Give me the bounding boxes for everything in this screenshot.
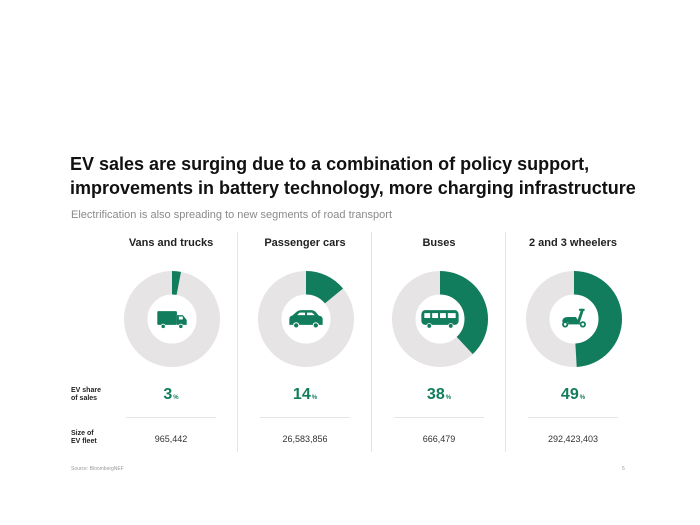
slide-title: EV sales are surging due to a combinatio… [70,152,670,200]
ev-fleet-size: 26,583,856 [282,434,328,444]
panel-divider [237,232,238,452]
donut-chart-buses [391,270,489,368]
share-number: 14 [292,386,311,403]
scooter-icon [562,308,586,328]
panel-label: Vans and trucks [128,237,214,249]
row-label-fleet-size: Size of EV fleet [71,430,97,446]
panel-label: 2 and 3 wheelers [528,237,618,249]
donut-chart-passenger-cars [257,270,355,368]
ev-share-value: 38% [372,386,506,404]
row-divider [394,417,484,418]
row-label-ev-share: EV share of sales [71,387,101,403]
row-label-fleet-size-line-1: Size of [71,430,94,437]
donut-chart-2-and-3-wheelers [525,270,623,368]
panel-label: Buses [422,237,456,249]
slide-subtitle: Electrification is also spreading to new… [71,209,392,221]
ev-fleet-size: 965,442 [154,434,188,444]
ev-fleet-size: 666,479 [422,434,456,444]
donut-chart-vans-and-trucks [123,270,221,368]
ev-share-value: 3% [104,386,238,404]
title-line-1: EV sales are surging due to a combinatio… [70,154,590,174]
share-unit: % [173,395,179,401]
ev-share-value: 14% [238,386,372,404]
panel-label: Passenger cars [264,237,346,249]
share-number: 3 [163,386,173,403]
bus-icon [421,310,459,329]
car-icon [289,310,323,329]
ev-fleet-size: 292,423,403 [547,434,599,444]
donut-segment [257,270,355,368]
donut-segment [525,270,623,368]
source-note: Source: BloombergNEF [71,466,124,472]
panel-vans-and-trucks: Vans and trucks 3% 965,442 [104,232,238,452]
panel-divider [505,232,506,452]
row-label-ev-share-line-2: of sales [71,395,98,402]
share-unit: % [311,395,318,401]
share-number: 49 [560,386,579,403]
row-label-ev-share-line-1: EV share [71,387,101,394]
van-icon [157,311,187,329]
row-divider [260,417,350,418]
title-line-2: improvements in battery technology, more… [70,178,636,198]
page-number: 5 [622,466,625,472]
panel-passenger-cars: Passenger cars 14% 26,583,856 [238,232,372,452]
share-unit: % [579,395,586,401]
row-label-fleet-size-line-2: EV fleet [71,438,97,445]
share-unit: % [445,395,452,401]
panel-2-and-3-wheelers: 2 and 3 wheelers 49% 292,423,403 [506,232,640,452]
panel-divider [371,232,372,452]
row-divider [528,417,618,418]
donut-segment [391,270,489,368]
share-number: 38 [426,386,445,403]
row-divider [126,417,216,418]
ev-share-value: 49% [506,386,640,404]
donut-segment [123,270,221,368]
segment-panels: Vans and trucks 3% 965,442 Pas [104,232,640,452]
panel-buses: Buses 38% 666,479 [372,232,506,452]
